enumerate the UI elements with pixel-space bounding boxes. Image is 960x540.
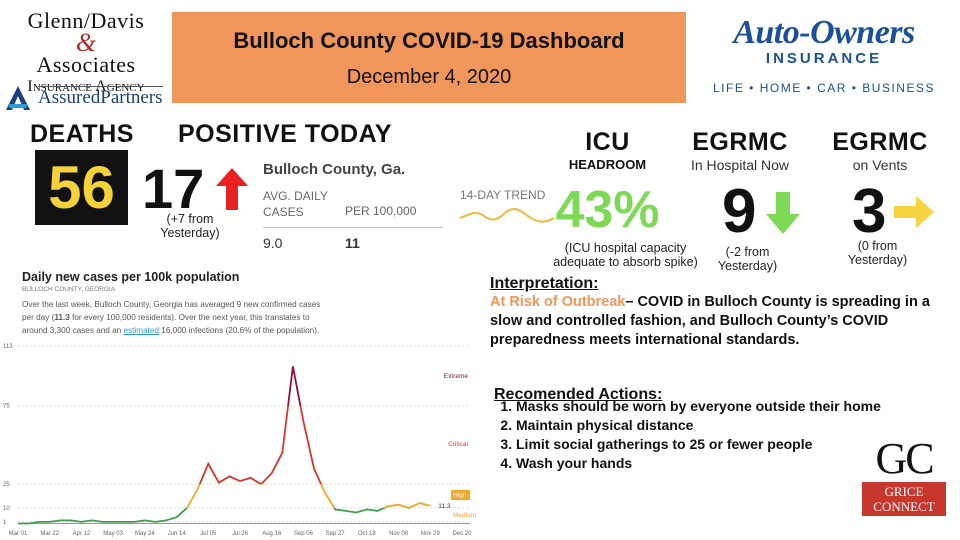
- text: Over the last week, Bulloch County, Geor…: [22, 300, 321, 322]
- text: 11.3: [54, 313, 70, 322]
- summary-label: PER 100,000: [345, 204, 417, 218]
- deaths-label: DEATHS: [30, 120, 134, 148]
- x-tick-label: Sep 06: [294, 531, 314, 537]
- header-date: December 4, 2020: [346, 66, 512, 88]
- x-tick-label: Jun 14: [168, 531, 187, 537]
- positive-label: POSITIVE TODAY: [178, 120, 393, 148]
- summary-place: Bulloch County, Ga.: [263, 161, 406, 178]
- x-tick-label: Aug 16: [262, 531, 282, 537]
- icu-value: 43%: [555, 181, 660, 239]
- vents-value: 3: [852, 177, 887, 246]
- icu-label: ICU: [585, 128, 630, 156]
- vents-label: EGRMC: [832, 128, 928, 156]
- icu-block: ICU HEADROOM 43%: [550, 128, 665, 240]
- actions-heading: Recomended Actions:: [494, 386, 663, 403]
- action-item: Limit social gatherings to 25 or fewer p…: [516, 435, 956, 454]
- logo-text: GC: [875, 434, 934, 483]
- zone-label: Extreme: [444, 373, 469, 380]
- icu-sublabel: HEADROOM: [568, 157, 647, 172]
- interpretation: Interpretation: At Risk of Outbreak– COV…: [490, 275, 950, 350]
- logo-text: AssuredPartners: [38, 86, 163, 108]
- hospital-note: (-2 from Yesterday): [717, 245, 778, 273]
- zone-label: High: [453, 492, 467, 499]
- auto-owners-logo: Auto-Owners INSURANCE LIFE • HOME • CAR …: [690, 14, 958, 95]
- zone-label: Critical: [448, 441, 468, 448]
- y-tick-label: 25: [3, 482, 10, 488]
- hospital-sublabel: In Hospital Now: [690, 157, 790, 173]
- actions-list: Masks should be worn by everyone outside…: [482, 397, 956, 473]
- x-tick-label: May 24: [135, 531, 155, 537]
- header: Bulloch County COVID-19 Dashboard Decemb…: [172, 12, 686, 103]
- divider: [263, 227, 443, 228]
- x-tick-label: Oct 18: [358, 531, 376, 537]
- cases-line: [18, 366, 431, 525]
- y-tick-label: 75: [3, 404, 10, 410]
- vents-block: EGRMC on Vents: [820, 128, 940, 173]
- hospital-value: 9: [722, 177, 757, 246]
- icu-note: (ICU hospital capacity adequate to absor…: [553, 241, 698, 269]
- y-tick-label: 1: [3, 520, 7, 526]
- trend-sparkline: [459, 208, 555, 223]
- logo-text: Auto-Owners: [733, 14, 915, 51]
- chart-description: Over the last week, Bulloch County, Geor…: [22, 298, 332, 337]
- x-tick-label: Nov 29: [421, 531, 441, 537]
- down-arrow: [766, 192, 800, 234]
- logo-text: Associates: [36, 52, 136, 77]
- chart-title: Daily new cases per 100k population: [22, 270, 240, 284]
- x-tick-label: Mar 01: [9, 531, 28, 537]
- summary-value: 9.0: [263, 235, 283, 251]
- interpretation-heading: Interpretation:: [490, 275, 599, 292]
- text: 16,000 infections (20.6% of the populati…: [159, 326, 320, 335]
- logo-text: GRICE: [884, 484, 924, 499]
- header-title: Bulloch County COVID-19 Dashboard: [233, 28, 625, 53]
- x-tick-label: Apr 12: [73, 531, 91, 537]
- glenn-davis-logo: Glenn/Davis & Associates Insurance Agenc…: [6, 8, 166, 96]
- logo-text: CONNECT: [873, 499, 935, 514]
- action-item: Maintain physical distance: [516, 416, 956, 435]
- grice-logo: GC GRICE CONNECT: [862, 436, 946, 516]
- vents-sublabel: on Vents: [852, 157, 908, 173]
- summary-value: 11: [345, 235, 360, 251]
- zone-badge: [451, 490, 470, 500]
- logo-text: Glenn/Davis: [27, 8, 145, 33]
- x-tick-label: Jul 26: [232, 531, 249, 537]
- x-tick-label: Sep 27: [326, 531, 346, 537]
- logo-text-box: GRICE CONNECT: [862, 482, 946, 516]
- text: for every 100,000 residents). Over the n…: [22, 313, 310, 335]
- x-tick-label: Dec 20: [452, 531, 472, 537]
- trend-label: 14-DAY TREND: [460, 188, 546, 202]
- logo-text: INSURANCE: [765, 50, 883, 67]
- link[interactable]: estimated: [123, 326, 160, 335]
- end-label: 11.3: [438, 503, 451, 510]
- logo-text: &: [75, 28, 97, 57]
- y-tick-label: 113: [3, 344, 13, 350]
- hospital-block: EGRMC In Hospital Now: [680, 128, 800, 173]
- zone-label: Medium: [453, 512, 476, 519]
- y-tick-label: 10: [3, 506, 10, 512]
- action-item: Masks should be worn by everyone outside…: [516, 397, 956, 416]
- x-tick-label: Mar 22: [40, 531, 59, 537]
- action-item: Wash your hands: [516, 454, 956, 473]
- positive-value: 17: [142, 157, 205, 220]
- hospital-label: EGRMC: [692, 128, 788, 156]
- interpretation-text: – COVID in Bulloch County is spreading i…: [490, 294, 930, 348]
- summary-label: AVG. DAILY CASES: [263, 189, 328, 219]
- daily-chart: 1 10 25 75 113 Mar 01 Mar 22 Apr 12 May 03 May 24…: [3, 344, 476, 537]
- x-tick-label: Nov 08: [389, 531, 409, 537]
- logo-text: LIFE • HOME • CAR • BUSINESS: [713, 81, 935, 95]
- risk-level: At Risk of Outbreak: [490, 294, 626, 310]
- deaths-value: 56: [35, 150, 128, 225]
- chart-subtitle: BULLOCH COUNTY, GEORGIA: [22, 286, 116, 293]
- positive-note: (+7 from Yesterday): [160, 212, 220, 240]
- vents-note: (0 from Yesterday): [847, 239, 908, 267]
- assured-icon: [6, 86, 30, 110]
- x-tick-label: Jul 05: [200, 531, 217, 537]
- right-arrow: [894, 196, 934, 228]
- x-tick-label: May 03: [103, 531, 123, 537]
- up-arrow: [216, 168, 248, 210]
